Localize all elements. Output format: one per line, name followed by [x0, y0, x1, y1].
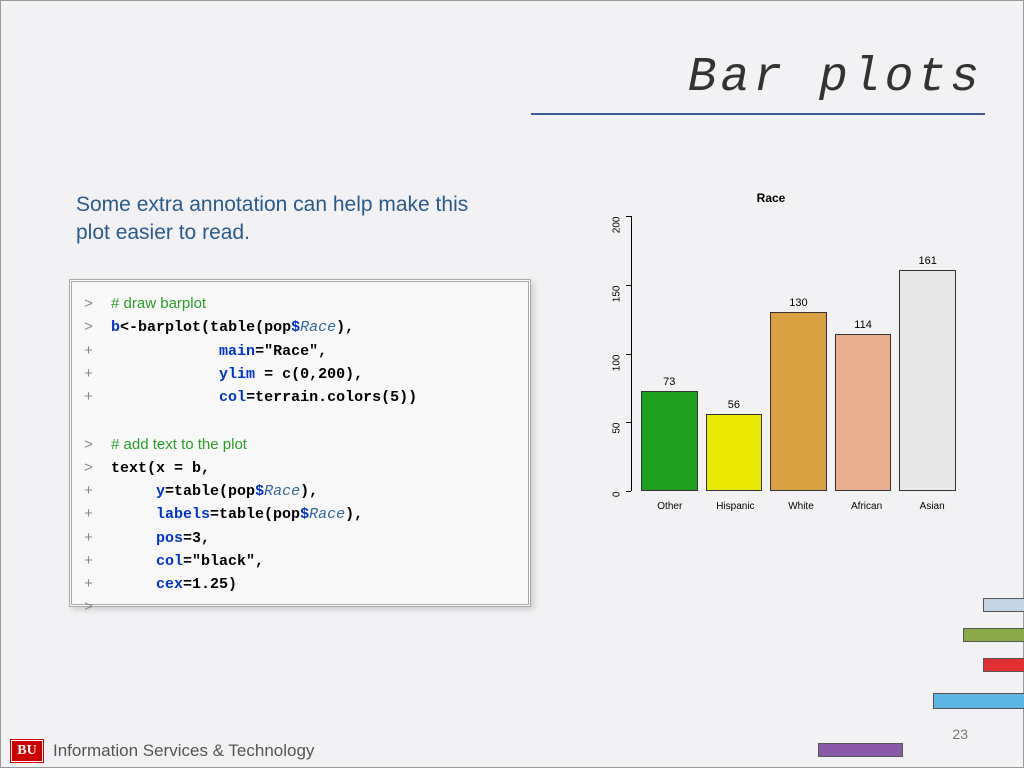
y-tick-label: 100 — [612, 354, 623, 374]
footer: BU Information Services & Technology — [1, 735, 314, 767]
description-text: Some extra annotation can help make this… — [76, 191, 496, 248]
bar-white: 130 — [770, 297, 827, 491]
bar-value-label: 114 — [854, 319, 872, 331]
slide-title: Bar plots — [688, 51, 983, 105]
deco-bar-5 — [818, 743, 903, 757]
y-tick-label: 150 — [612, 285, 623, 305]
y-tick-label: 0 — [612, 492, 623, 512]
deco-bar-2 — [963, 628, 1024, 642]
deco-bar-4 — [933, 693, 1024, 709]
footer-org: Information Services & Technology — [53, 741, 314, 761]
chart-title: Race — [581, 191, 961, 205]
x-axis-labels: Other Hispanic White African Asian — [641, 501, 961, 512]
bar-rect — [770, 312, 827, 491]
bar-other: 73 — [641, 376, 698, 491]
bar-value-label: 73 — [663, 376, 675, 388]
code-block: > # draw barplot > b<-barplot(table(pop$… — [69, 279, 531, 607]
bar-african: 114 — [835, 319, 892, 491]
bar-value-label: 161 — [918, 255, 936, 267]
bu-logo: BU — [11, 740, 43, 762]
bar-chart: Race 0 50 100 150 200 73 56 130 114 161 Other His… — [581, 191, 961, 541]
x-label: African — [838, 501, 896, 512]
page-number: 23 — [952, 726, 968, 742]
bar-rect — [899, 270, 956, 491]
y-tick-label: 200 — [612, 217, 623, 237]
deco-bar-3 — [983, 658, 1024, 672]
title-underline — [531, 113, 985, 115]
bar-value-label: 56 — [728, 399, 740, 411]
bar-hispanic: 56 — [706, 399, 763, 491]
bars-container: 73 56 130 114 161 — [641, 216, 956, 491]
y-tick-label: 50 — [612, 423, 623, 443]
deco-bar-1 — [983, 598, 1024, 612]
bar-rect — [835, 334, 892, 491]
x-label: White — [772, 501, 830, 512]
plot-region: 050100150200 7356130114161 — [631, 211, 961, 501]
x-label: Other — [641, 501, 699, 512]
x-label: Hispanic — [707, 501, 765, 512]
bar-rect — [641, 391, 698, 491]
x-label: Asian — [903, 501, 961, 512]
bar-rect — [706, 414, 763, 491]
bar-value-label: 130 — [789, 297, 807, 309]
y-axis — [631, 216, 632, 491]
bar-asian: 161 — [899, 255, 956, 491]
